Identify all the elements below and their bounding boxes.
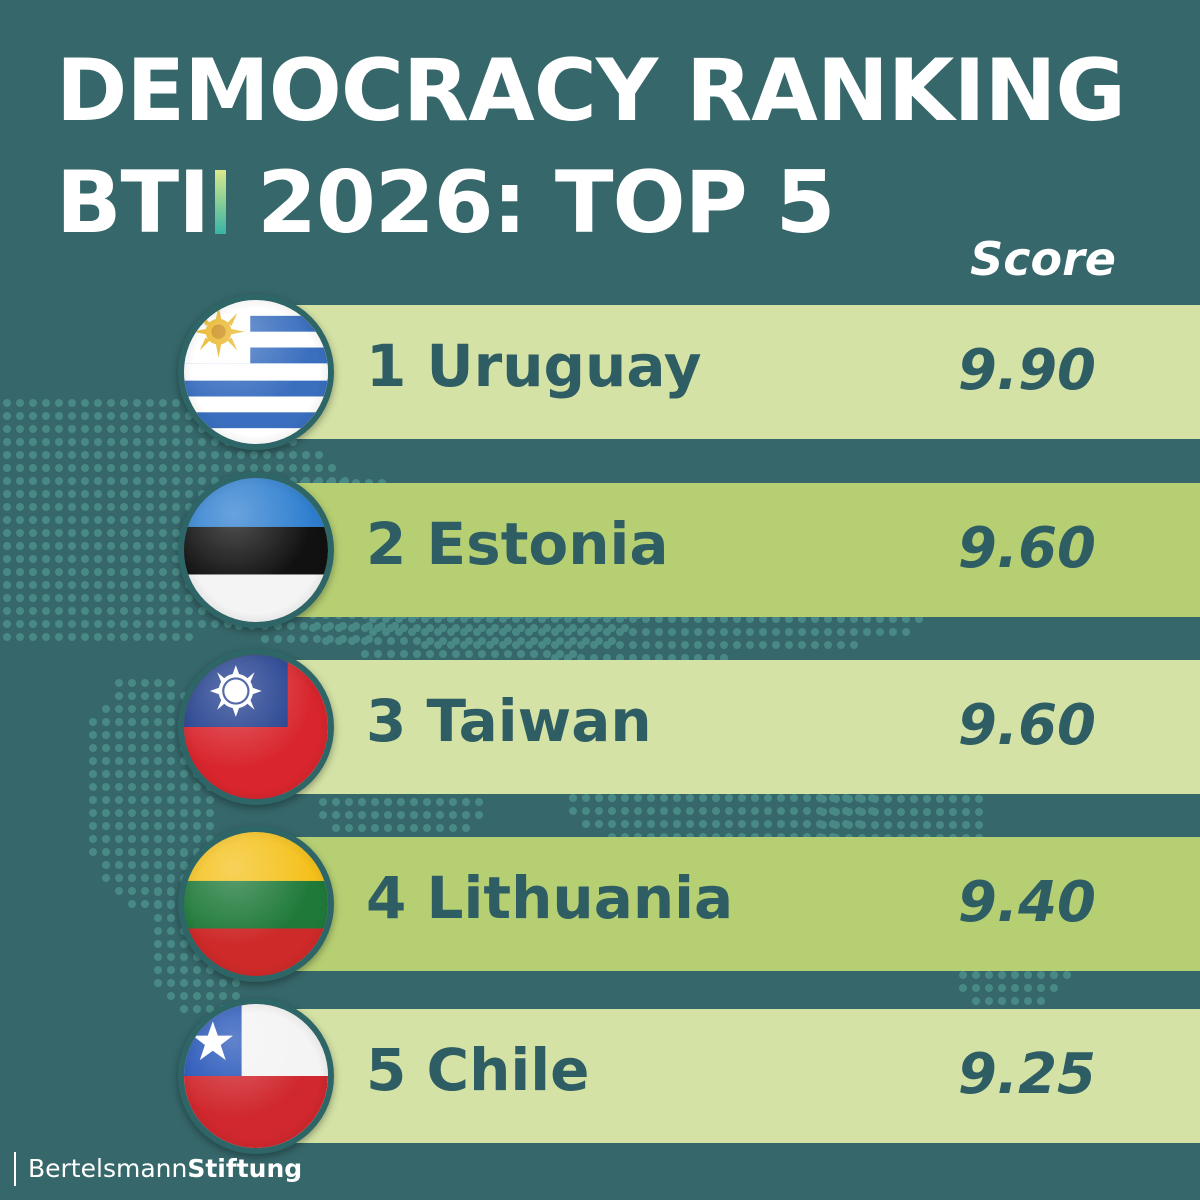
score-value: 9.90 <box>957 338 1096 403</box>
ranking-row-4: 4 Lithuania 9.40 <box>0 826 1200 982</box>
ranking-row-2: 2 Estonia 9.60 <box>0 472 1200 628</box>
ranking-row-bar <box>250 837 1200 971</box>
country-name: 3 Taiwan <box>366 687 652 755</box>
ranking-row-bar <box>250 1009 1200 1143</box>
ranking-row-5: 5 Chile 9.25 <box>0 998 1200 1154</box>
title-line-2: BTI 2026: TOP 5 <box>56 160 835 246</box>
bertelsmann-stiftung-logo: BertelsmannStiftung <box>14 1152 302 1186</box>
score-column-header: Score <box>970 232 1116 286</box>
ranking-row-bar <box>250 483 1200 617</box>
title-year-top5: 2026: TOP 5 <box>257 153 835 253</box>
country-name: 1 Uruguay <box>366 332 702 400</box>
bti-gradient-bar-icon <box>215 170 227 234</box>
country-name: 2 Estonia <box>366 510 669 578</box>
score-value: 9.60 <box>957 693 1096 758</box>
ranking-row-1: 1 Uruguay 9.90 <box>0 294 1200 450</box>
brand-name-part2: Stiftung <box>187 1154 303 1183</box>
ranking-row-bar <box>250 660 1200 794</box>
taiwan-flag-icon <box>178 649 334 805</box>
brand-name-part1: Bertelsmann <box>28 1154 188 1183</box>
country-name: 4 Lithuania <box>366 864 734 932</box>
score-value: 9.25 <box>957 1042 1096 1107</box>
ranking-row-3: 3 Taiwan 9.60 <box>0 649 1200 805</box>
country-name: 5 Chile <box>366 1036 590 1104</box>
score-value: 9.60 <box>957 516 1096 581</box>
title-line-1: DEMOCRACY RANKING <box>56 41 1126 141</box>
score-value: 9.40 <box>957 870 1096 935</box>
estonia-flag-icon <box>178 472 334 628</box>
lithuania-flag-icon <box>178 826 334 982</box>
ranking-row-bar <box>250 305 1200 439</box>
uruguay-flag-icon <box>178 294 334 450</box>
bti-label: BTI <box>56 153 210 253</box>
chile-flag-icon <box>178 998 334 1154</box>
